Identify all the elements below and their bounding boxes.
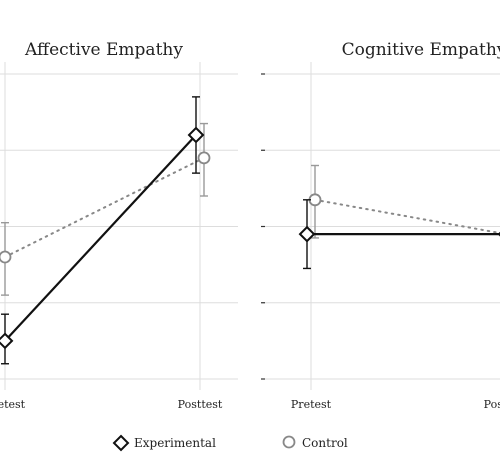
legend-label-control: Control (302, 436, 348, 450)
x-tick-label-pretest: Pretest (0, 398, 26, 411)
cognitive-empathy-title: Cognitive Empathy (342, 40, 500, 60)
control-series-line (314, 198, 500, 235)
x-tick-label-posttest: Posttest (178, 398, 223, 411)
affective-empathy-panel: Affective Empathy Pretest Posttest (0, 40, 238, 411)
diamond-marker-icon (112, 434, 130, 452)
legend-item-control: Control (282, 435, 348, 450)
experimental-series-line (4, 134, 197, 342)
control-point-pretest (0, 250, 12, 264)
control-series-line (4, 156, 205, 258)
legend-item-experimental: Experimental (112, 434, 216, 452)
cognitive-empathy-panel: Cognitive Empathy Pretest Posttest (261, 40, 500, 411)
experimental-point-pretest (298, 225, 316, 243)
x-tick-label-posttest: Posttest (484, 398, 500, 411)
control-point-posttest (197, 151, 211, 165)
legend: Experimental Control (112, 434, 348, 452)
experimental-point-posttest (187, 126, 205, 144)
legend-label-experimental: Experimental (134, 436, 216, 450)
experimental-point-pretest (0, 332, 14, 350)
x-tick-label-pretest: Pretest (291, 398, 332, 411)
control-point-pretest (308, 193, 322, 207)
affective-empathy-title: Affective Empathy (24, 40, 183, 60)
circle-marker-icon (282, 435, 296, 449)
